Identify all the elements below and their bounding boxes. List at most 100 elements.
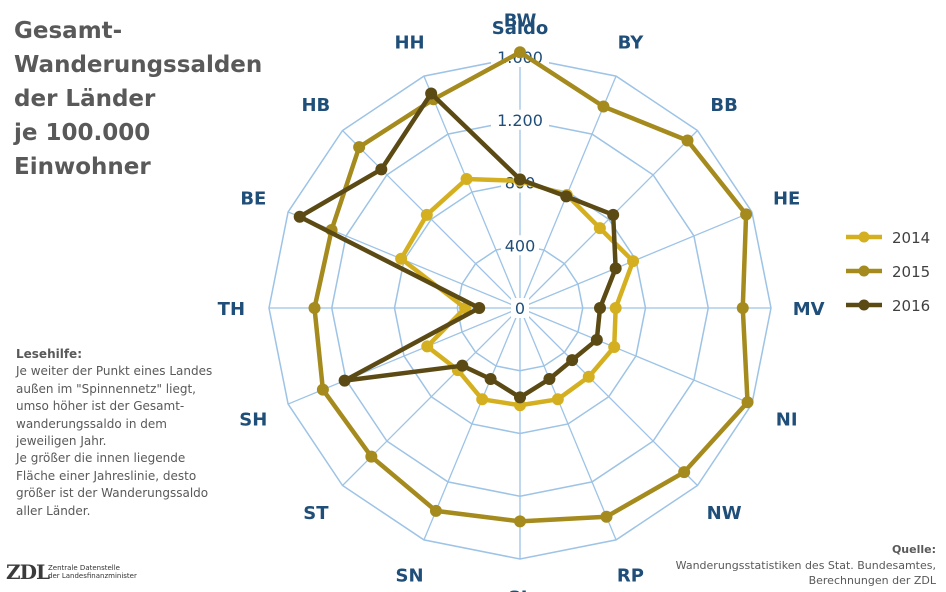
category-label: SL (508, 588, 532, 592)
data-point (543, 373, 556, 386)
legend-marker (858, 231, 870, 243)
data-point (582, 370, 595, 383)
data-point (456, 359, 469, 372)
data-point (551, 393, 564, 406)
data-point (560, 190, 573, 203)
data-point (316, 383, 329, 396)
help-line: umso höher ist der Gesamt- (16, 399, 185, 414)
data-point (514, 173, 526, 186)
source-line: Berechnungen der ZDL (808, 574, 936, 587)
zdl-logo: ZDL Zentrale Datenstelle der Landesfinan… (6, 560, 146, 584)
data-point (593, 222, 606, 235)
data-point (484, 373, 497, 386)
legend-marker (858, 265, 870, 277)
legend-marker (858, 299, 870, 311)
data-point (736, 302, 749, 314)
tick-label-bg (501, 235, 539, 256)
data-point (678, 466, 691, 479)
category-label: MV (793, 299, 825, 320)
legend-label: 2015 (892, 263, 930, 281)
help-heading: Lesehilfe: (16, 347, 82, 361)
category-label: BE (240, 189, 266, 210)
title-line: Wanderungssalden (14, 52, 263, 78)
help-line: aller Länder. (16, 503, 91, 518)
reading-help: Lesehilfe: Je weiter der Punkt eines Lan… (16, 346, 226, 520)
help-line: außen im "Spinnennetz" liegt, (16, 381, 196, 396)
radar-grid-ring (456, 244, 584, 372)
source-note: Quelle: Wanderungsstatistiken des Stat. … (676, 542, 936, 589)
data-point (365, 450, 378, 463)
category-label: SH (239, 409, 267, 430)
help-line: Je weiter der Punkt eines Landes (16, 364, 213, 379)
data-point (514, 515, 526, 528)
logo-mark: ZDL (6, 560, 50, 584)
logo-text: Zentrale Datenstelle der Landesfinanzmin… (48, 564, 137, 580)
data-point (594, 302, 607, 314)
data-point (740, 208, 753, 221)
category-label: RP (617, 566, 644, 587)
data-point (473, 302, 486, 314)
logo-text-line: der Landesfinanzminister (48, 572, 137, 580)
data-point (681, 134, 694, 147)
data-point (566, 354, 579, 367)
data-point (425, 87, 438, 100)
data-point (514, 391, 526, 404)
source-line: Wanderungsstatistiken des Stat. Bundesam… (675, 558, 936, 572)
category-label: HE (773, 189, 800, 210)
data-point (308, 302, 321, 314)
radar-grid-ring (393, 181, 647, 435)
category-label: HB (301, 95, 330, 116)
help-line: jeweiligen Jahr. (16, 434, 107, 449)
legend-label: 2016 (892, 297, 930, 315)
category-label: NW (707, 503, 742, 524)
chart-title: Gesamt- Wanderungssalden der Länder je 1… (14, 14, 264, 184)
data-point (459, 302, 472, 314)
category-label: BY (618, 32, 645, 53)
category-label: BW (504, 10, 537, 31)
data-point (395, 252, 408, 265)
category-label: NI (776, 409, 798, 430)
help-line: Je größer die innen liegende (16, 451, 186, 466)
help-line: größer ist der Wanderungssaldo (16, 486, 209, 501)
data-point (293, 210, 306, 223)
data-point (741, 396, 754, 409)
tick-label-bg (491, 109, 549, 130)
data-point (590, 333, 603, 346)
data-point (421, 340, 434, 353)
data-point (609, 302, 622, 314)
data-point (338, 374, 351, 387)
title-line: je 100.000 (14, 120, 151, 146)
data-point (420, 208, 433, 221)
title-line: Einwohner (14, 154, 151, 180)
help-line: Fläche einer Jahreslinie, desto (16, 468, 197, 483)
radar-grid-ring (330, 118, 710, 498)
title-line: Gesamt- (14, 18, 123, 44)
data-point (609, 262, 622, 275)
data-point (600, 510, 613, 523)
data-point (597, 100, 610, 113)
radar-grid-ring (268, 56, 772, 560)
data-point (429, 504, 442, 517)
category-label: TH (218, 299, 245, 320)
help-line: wanderungssaldo in dem (16, 416, 167, 431)
category-label: ST (303, 503, 329, 524)
title-line: der Länder (14, 86, 156, 112)
tick-label: 0 (515, 299, 525, 318)
data-point (460, 173, 473, 186)
tick-label-bg (511, 298, 529, 318)
data-point (353, 141, 366, 154)
tick-label: 1.200 (497, 111, 543, 130)
category-label: SN (396, 566, 424, 587)
data-point (514, 46, 526, 59)
data-point (476, 393, 489, 406)
category-label: HH (394, 32, 424, 53)
data-point (627, 255, 640, 268)
data-point (375, 163, 388, 176)
data-point (608, 341, 621, 354)
tick-label: 400 (505, 236, 536, 255)
logo-text-line: Zentrale Datenstelle (48, 564, 120, 572)
category-label: BB (710, 95, 737, 116)
radial-axis-title: Saldo (492, 18, 549, 39)
legend-label: 2014 (892, 229, 930, 247)
